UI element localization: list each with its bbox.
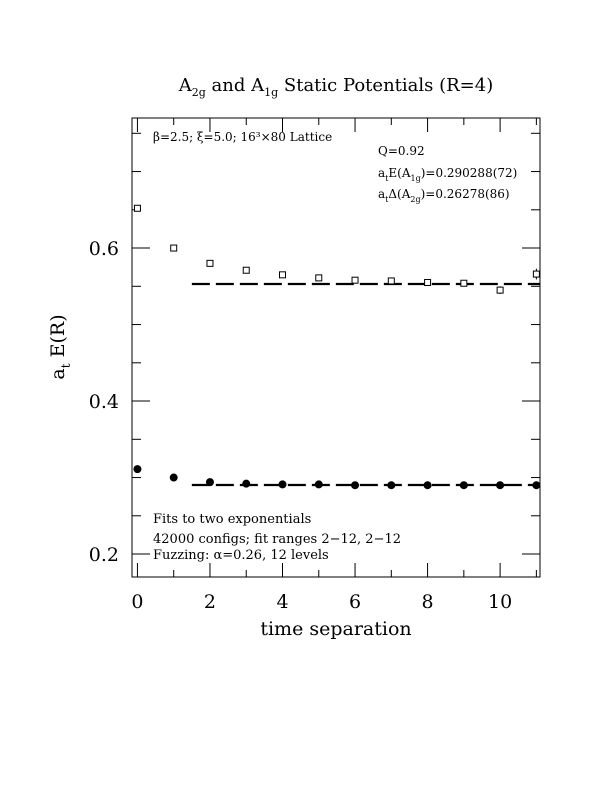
data-point-square: [460, 279, 468, 287]
gap-a2g-annotation: atΔ(A2g)=0.26278(86): [378, 187, 510, 204]
x-tick-label: 10: [488, 591, 512, 613]
data-point-circle: [133, 465, 142, 474]
data-point-circle: [351, 481, 360, 490]
x-tick-label: 2: [204, 591, 216, 613]
lattice-annotation: β=2.5; ξ=5.0; 16³×80 Lattice: [153, 130, 332, 144]
data-point-square: [170, 244, 178, 252]
data-point-square: [351, 276, 359, 284]
data-point-circle: [387, 481, 396, 490]
data-point-circle: [423, 481, 432, 490]
fuzzing-annotation: Fuzzing: α=0.26, 12 levels: [153, 548, 329, 563]
data-point-square: [496, 286, 504, 294]
configs-annotation: 42000 configs; fit ranges 2−12, 2−12: [153, 532, 401, 547]
q-annotation: Q=0.92: [378, 144, 425, 158]
x-axis-label: time separation: [260, 618, 411, 640]
data-point-square: [387, 277, 395, 285]
data-marks: [133, 204, 541, 490]
y-tick-label: 0.2: [89, 544, 119, 566]
axis-ticks: [132, 118, 540, 577]
data-point-circle: [532, 481, 541, 490]
fits-annotation: Fits to two exponentials: [153, 512, 311, 527]
energy-a1g-annotation: atE(A1g)=0.290288(72): [378, 166, 517, 183]
data-point-circle: [205, 478, 214, 487]
x-tick-label: 0: [131, 591, 143, 613]
data-point-circle: [314, 480, 323, 489]
x-tick-label: 8: [422, 591, 434, 613]
data-point-square: [242, 266, 250, 274]
data-point-circle: [242, 479, 251, 488]
data-point-square: [133, 204, 141, 212]
plot-frame: [131, 117, 541, 578]
y-tick-label: 0.6: [89, 238, 119, 260]
data-point-square: [279, 271, 287, 279]
y-tick-label: 0.4: [89, 391, 119, 413]
data-point-square: [424, 278, 432, 286]
x-tick-label: 4: [276, 591, 288, 613]
tick-labels: 0 2 4 6 8 10 0.2 0.4 0.6: [89, 238, 512, 613]
data-point-circle: [496, 481, 505, 490]
chart-title: A2g and A1g Static Potentials (R=4): [178, 75, 493, 99]
data-point-circle: [459, 481, 468, 490]
y-axis-label: at E(R): [47, 314, 73, 379]
data-point-square: [206, 259, 214, 267]
data-point-square: [315, 274, 323, 282]
data-point-circle: [169, 473, 178, 482]
data-point-circle: [278, 480, 287, 489]
x-tick-label: 6: [349, 591, 361, 613]
data-point-square: [532, 270, 540, 278]
fit-lines: [191, 282, 540, 487]
